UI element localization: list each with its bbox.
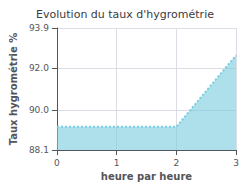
svg-text:2: 2 xyxy=(173,158,179,168)
svg-text:heure par heure: heure par heure xyxy=(101,171,192,182)
svg-text:0: 0 xyxy=(54,158,60,168)
svg-text:88.1: 88.1 xyxy=(29,145,49,155)
svg-text:93.9: 93.9 xyxy=(29,23,49,33)
svg-text:1: 1 xyxy=(114,158,120,168)
svg-text:Taux hygrométrie %: Taux hygrométrie % xyxy=(8,33,19,146)
svg-text:92.0: 92.0 xyxy=(29,63,49,73)
svg-text:Evolution du taux d'hygrométri: Evolution du taux d'hygrométrie xyxy=(36,8,214,21)
svg-text:90.0: 90.0 xyxy=(29,105,49,115)
svg-text:3: 3 xyxy=(233,158,239,168)
